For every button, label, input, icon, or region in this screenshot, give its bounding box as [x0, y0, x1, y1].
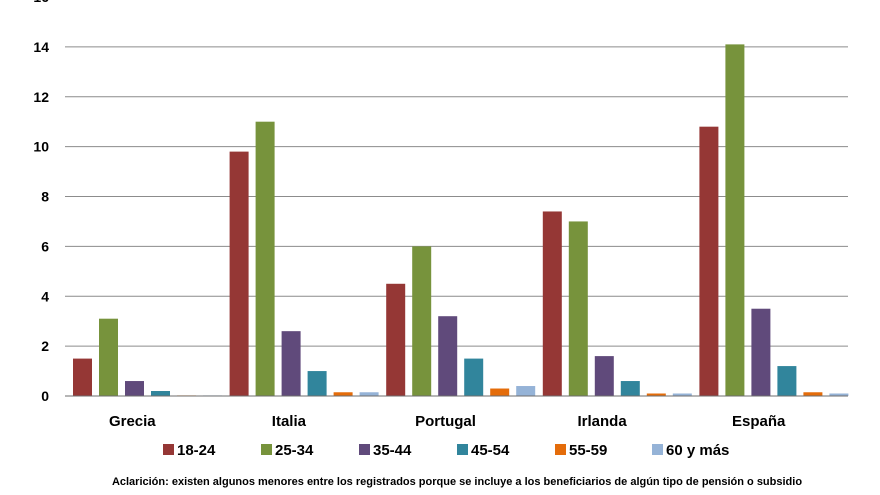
- legend-label: 55-59: [569, 442, 607, 459]
- x-category-label: Irlanda: [578, 413, 628, 430]
- bar: [125, 381, 144, 396]
- y-tick-label: 8: [41, 189, 49, 205]
- legend-label: 18-24: [177, 442, 216, 459]
- bar: [438, 316, 458, 396]
- bar: [803, 392, 823, 396]
- legend-swatch: [261, 444, 272, 455]
- bar: [255, 121, 275, 396]
- bar: [386, 283, 406, 396]
- x-category-label: Grecia: [109, 413, 156, 430]
- y-tick-label: 10: [33, 139, 49, 155]
- legend-swatch: [359, 444, 370, 455]
- bar: [490, 388, 510, 396]
- bar: [151, 391, 170, 396]
- bar: [646, 393, 666, 396]
- bar: [672, 393, 692, 396]
- bar: [777, 366, 797, 396]
- x-category-label: Portugal: [415, 413, 476, 430]
- bar: [229, 151, 249, 396]
- bar: [99, 318, 118, 396]
- bar: [594, 356, 614, 396]
- x-category-label: España: [732, 413, 786, 430]
- bar: [333, 392, 353, 396]
- bar: [751, 308, 771, 396]
- note-text: Aclarición: existen algunos menores entr…: [112, 476, 802, 488]
- y-tick-label: 2: [41, 338, 49, 354]
- bar: [281, 331, 301, 396]
- bar: [516, 386, 536, 396]
- category-labels: Grecia Italia Portugal Irlanda España: [109, 413, 786, 430]
- grid: [65, 46, 848, 347]
- legend-swatch: [457, 444, 468, 455]
- bar: [829, 393, 849, 396]
- y-tick-label: 12: [33, 89, 49, 105]
- legend: 18-24 25-34 35-44 45-54 55-59 60 y más: [163, 442, 729, 459]
- legend-swatch: [652, 444, 663, 455]
- legend-label: 45-54: [471, 442, 510, 459]
- bar: [699, 126, 719, 397]
- bar: [725, 44, 745, 396]
- y-tick-label: 16: [33, 0, 49, 5]
- y-tick-label: 4: [41, 288, 49, 304]
- legend-label: 25-34: [275, 442, 314, 459]
- bar: [412, 246, 432, 396]
- x-category-label: Italia: [272, 413, 307, 430]
- bar: [73, 358, 92, 396]
- legend-swatch: [163, 444, 174, 455]
- bar: [620, 381, 640, 396]
- y-axis-ticks: 0 2 4 6 8 10 12 14 16: [33, 0, 49, 404]
- legend-swatch: [555, 444, 566, 455]
- legend-label: 60 y más: [666, 442, 729, 459]
- bar: [307, 371, 327, 396]
- y-tick-label: 6: [41, 238, 49, 254]
- y-tick-label: 14: [33, 39, 49, 55]
- bar: [568, 221, 588, 396]
- bar: [359, 392, 379, 396]
- legend-label: 35-44: [373, 442, 412, 459]
- bar: [464, 358, 484, 396]
- bars: [73, 44, 849, 397]
- bar: [542, 211, 562, 396]
- y-tick-label: 0: [41, 388, 49, 404]
